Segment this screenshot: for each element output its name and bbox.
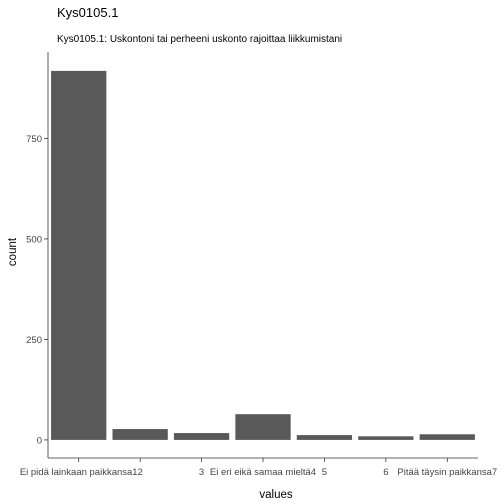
x-tick-label-3: 3	[199, 467, 204, 478]
x-axis-title: values	[259, 489, 292, 501]
bar-2	[112, 429, 168, 440]
bar-4	[235, 414, 291, 440]
x-tick-label-1: Ei pidä lainkaan paikkansa1	[20, 467, 138, 478]
x-tick-label-7: Pitää täysin paikkansa7	[397, 467, 497, 478]
bar-3	[173, 433, 230, 440]
chart-subtitle: Kys0105.1: Uskontoni tai perheeni uskont…	[57, 34, 342, 45]
y-axis-title: count	[7, 237, 19, 266]
x-tick-label-5: 5	[322, 467, 327, 478]
bar-7	[419, 434, 475, 440]
x-tick-label-2: 2	[137, 467, 142, 478]
plot-area: 0 250 500 750 Ei pidä lainkaan paikkansa1 2 3 E…	[20, 52, 497, 478]
x-tick-label-4: Ei eri eikä samaa mieltä4	[210, 467, 316, 478]
chart-title: Kys0105.1	[57, 5, 118, 20]
y-tick-label-0: 0	[37, 435, 42, 446]
bar-5	[296, 435, 353, 440]
y-tick-label-500: 500	[26, 234, 42, 245]
bar-1	[51, 70, 107, 440]
bar-6	[358, 436, 414, 440]
y-tick-label-250: 250	[26, 335, 42, 346]
y-tick-label-750: 750	[26, 134, 42, 145]
x-tick-label-6: 6	[383, 467, 388, 478]
